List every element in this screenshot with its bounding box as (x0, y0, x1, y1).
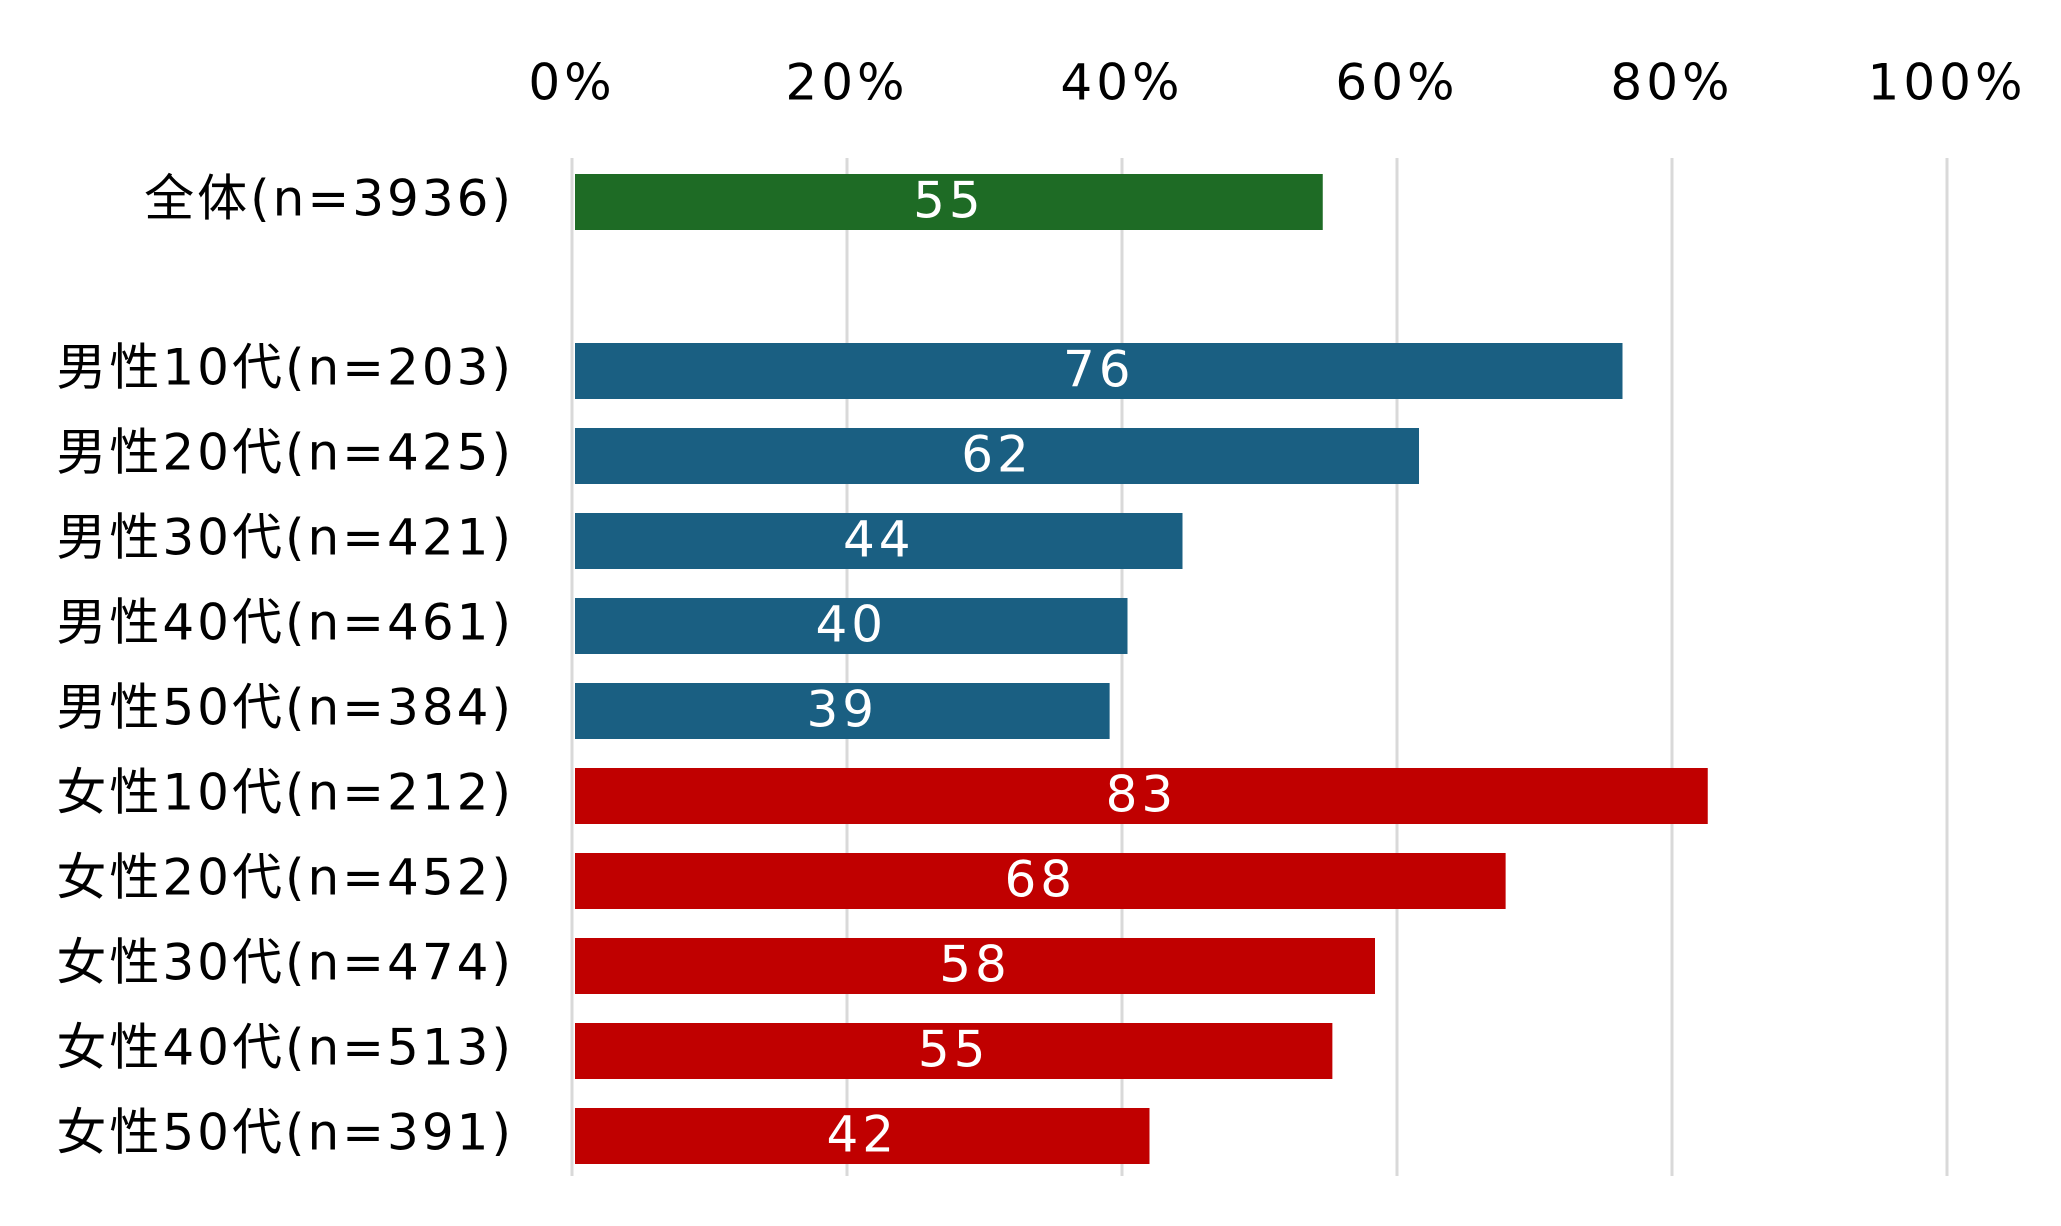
bar (575, 1023, 1333, 1079)
category-label: 男性30代(n=421) (56, 509, 514, 567)
category-label: 男性20代(n=425) (56, 424, 514, 482)
data-label: 58 (939, 936, 1011, 994)
category-label: 女性40代(n=513) (56, 1019, 514, 1077)
data-label: 44 (843, 511, 915, 569)
x-tick-label: 0% (528, 54, 615, 112)
bar (575, 174, 1323, 230)
category-label: 女性20代(n=452) (56, 849, 514, 907)
data-label: 62 (961, 426, 1033, 484)
bar (575, 598, 1128, 654)
category-label: 男性50代(n=384) (56, 679, 514, 737)
bars (575, 174, 1708, 1164)
x-tick-label: 40% (1060, 54, 1183, 112)
x-tick-label: 60% (1335, 54, 1458, 112)
category-label: 女性10代(n=212) (56, 764, 514, 822)
data-label: 42 (826, 1106, 898, 1164)
data-label: 55 (913, 172, 985, 230)
data-label: 55 (918, 1021, 990, 1079)
x-tick-label: 80% (1610, 54, 1733, 112)
bar (575, 683, 1110, 739)
data-labels: 55 76 62 44 40 39 83 68 58 55 42 (807, 172, 1178, 1164)
data-label: 83 (1106, 766, 1178, 824)
data-label: 68 (1005, 851, 1077, 909)
bar (575, 1108, 1150, 1164)
data-label: 76 (1063, 341, 1135, 399)
data-label: 40 (815, 596, 887, 654)
bar (575, 428, 1419, 484)
gridlines (570, 158, 1949, 1176)
category-label: 女性50代(n=391) (56, 1104, 514, 1162)
category-label: 男性10代(n=203) (56, 339, 514, 397)
category-label: 全体(n=3936) (144, 170, 514, 228)
bar (575, 343, 1623, 399)
category-label: 男性40代(n=461) (56, 594, 514, 652)
bar (575, 853, 1506, 909)
bar (575, 768, 1708, 824)
data-label: 39 (807, 681, 879, 739)
bar (575, 513, 1183, 569)
category-labels: 全体(n=3936) 男性10代(n=203) 男性20代(n=425) 男性30代(… (56, 170, 514, 1162)
x-tick-label: 20% (785, 54, 908, 112)
bar (575, 938, 1375, 994)
category-label: 女性30代(n=474) (56, 934, 514, 992)
x-tick-label: 100% (1868, 54, 2027, 112)
x-axis-ticks: 0% 20% 40% 60% 80% 100% (528, 54, 2027, 112)
